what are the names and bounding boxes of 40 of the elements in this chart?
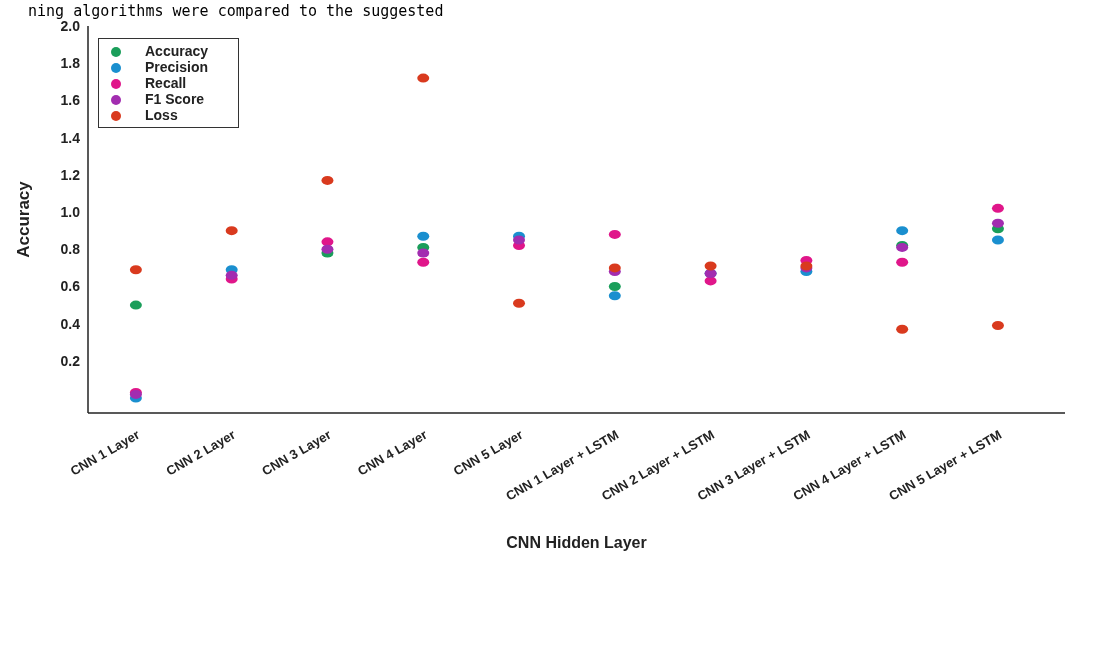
y-tick-label: 1.0 xyxy=(60,204,81,221)
y-tick-label: 1.2 xyxy=(60,166,81,183)
y-tick-label: 1.6 xyxy=(60,92,81,109)
legend-label: Accuracy xyxy=(145,43,209,59)
point xyxy=(225,270,238,280)
y-axis-title: Accuracy xyxy=(14,180,34,258)
point xyxy=(321,244,334,254)
point xyxy=(417,248,430,258)
point xyxy=(608,229,621,239)
point xyxy=(896,257,909,267)
legend-label: Precision xyxy=(145,59,209,75)
text: ning algorithms were compared to the suggested xyxy=(28,2,444,20)
x-axis-title: CNN Hidden Layer xyxy=(506,534,647,551)
legend-label: Recall xyxy=(145,75,187,91)
point xyxy=(608,291,621,301)
y-tick-label: 0.2 xyxy=(60,352,81,369)
y-tick-label: 1.8 xyxy=(60,55,81,72)
point xyxy=(991,203,1004,213)
point xyxy=(417,231,430,241)
y-tick-label: 0.4 xyxy=(60,315,81,332)
point xyxy=(513,235,526,245)
y-tick-label: 1.4 xyxy=(60,129,81,146)
point xyxy=(513,298,526,308)
point xyxy=(991,235,1004,245)
point xyxy=(896,226,909,236)
y-tick-label: 0.6 xyxy=(60,278,81,295)
point xyxy=(129,265,142,275)
point xyxy=(896,324,909,334)
point xyxy=(991,218,1004,228)
point xyxy=(991,321,1004,331)
point xyxy=(225,226,238,236)
y-tick-label: 0.8 xyxy=(60,241,81,258)
point xyxy=(129,300,142,310)
point xyxy=(417,73,430,83)
point xyxy=(608,281,621,291)
legend-label: Loss xyxy=(145,107,178,123)
legend-label: F1 Score xyxy=(145,91,205,107)
point xyxy=(321,175,334,185)
point xyxy=(608,263,621,273)
point xyxy=(417,257,430,267)
